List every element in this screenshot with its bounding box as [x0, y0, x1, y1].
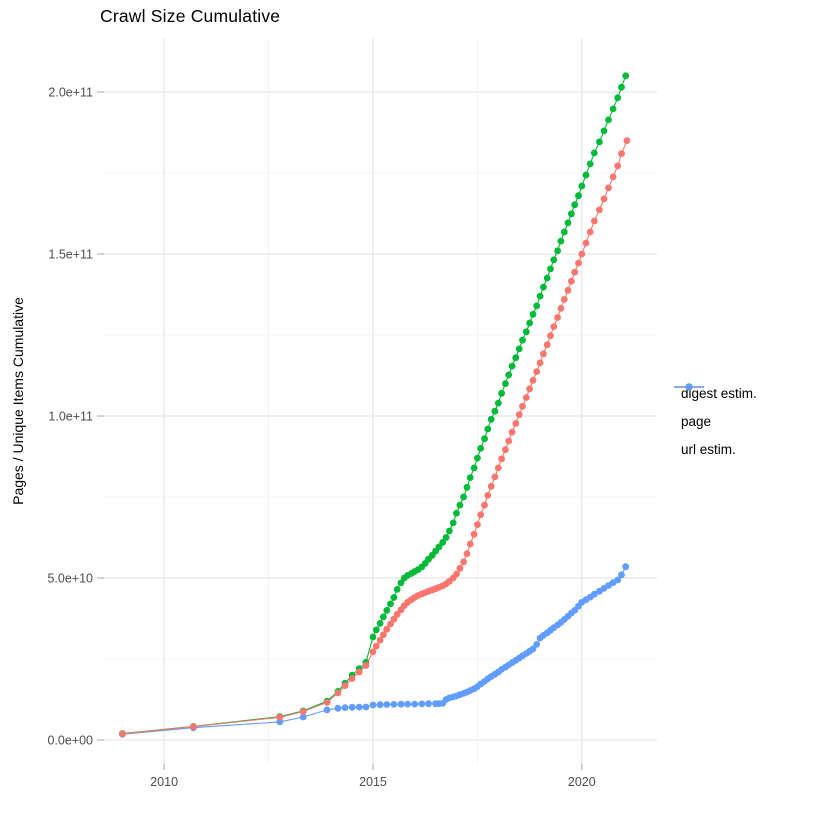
series-points	[119, 72, 630, 737]
legend-label: page	[681, 413, 712, 429]
legend-key-icon	[674, 383, 704, 391]
grid-major	[104, 38, 657, 764]
legend-item-url-estim: url estim.	[672, 383, 757, 463]
y-tick-label: 1.5e+11	[48, 248, 93, 262]
series-page	[119, 72, 630, 737]
y-tick-label: 2.0e+11	[48, 86, 93, 100]
legend-label: digest estim.	[681, 385, 757, 401]
x-tick-label: 2010	[150, 775, 178, 789]
legend-label: url estim.	[681, 441, 736, 457]
y-tick-label: 0.0e+00	[47, 734, 93, 748]
series-digest-estim	[119, 137, 631, 738]
y-tick-label: 5.0e+10	[47, 572, 93, 586]
series-points	[119, 137, 631, 738]
y-tick-label: 1.0e+11	[48, 410, 93, 424]
legend: digest estim. page url estim.	[672, 379, 757, 463]
legend-item-page: page	[672, 383, 757, 435]
grid-minor	[104, 38, 657, 764]
chart-title: Crawl Size Cumulative	[100, 6, 281, 26]
x-tick-label: 2020	[568, 775, 596, 789]
axis-ticks	[97, 91, 583, 770]
x-tick-label: 2015	[359, 775, 387, 789]
